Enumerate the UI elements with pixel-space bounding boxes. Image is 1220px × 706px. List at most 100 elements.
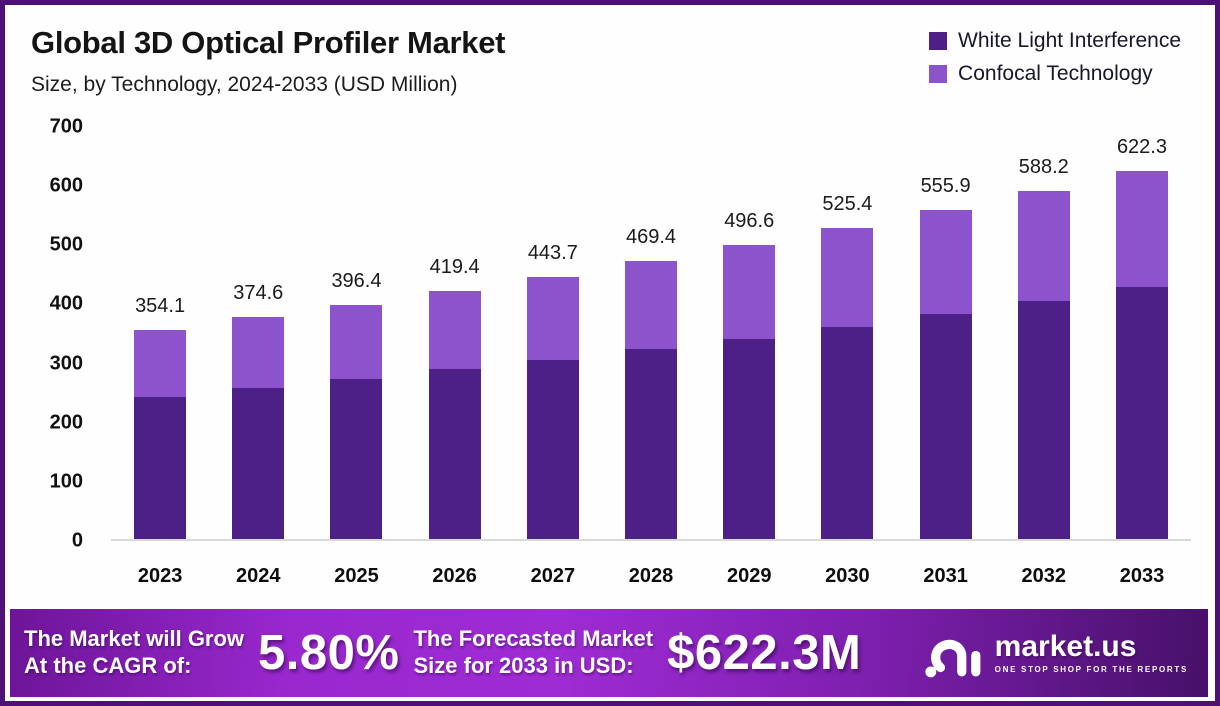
bar-slot-2027: 443.7 <box>504 127 602 539</box>
bar-total-label: 374.6 <box>233 282 284 305</box>
chart-subtitle: Size, by Technology, 2024-2033 (USD Mill… <box>31 73 458 96</box>
forecast-label-line2: Size for 2033 in USD: <box>413 653 634 678</box>
y-tick-label: 200 <box>49 411 83 434</box>
bar-total-label: 419.4 <box>429 255 480 278</box>
segment-white-light-interference <box>723 338 776 539</box>
footer-banner: The Market will Grow At the CAGR of: 5.8… <box>10 609 1208 697</box>
bar-total-label: 588.2 <box>1018 156 1069 179</box>
legend-swatch-white-light-interference <box>929 32 948 50</box>
legend-label: White Light Interference <box>958 29 1181 52</box>
segment-white-light-interference <box>428 369 481 539</box>
segment-confocal-technology <box>330 304 383 379</box>
x-tick-label-2024: 2024 <box>236 565 281 587</box>
market-us-logo-icon <box>925 639 981 678</box>
x-tick-label-2025: 2025 <box>334 565 379 587</box>
forecast-label: The Forecasted Market Size for 2033 in U… <box>413 626 653 680</box>
bar-total-label: 496.6 <box>724 210 775 233</box>
brand-name: market.us <box>994 630 1137 663</box>
bar-2024 <box>232 317 285 539</box>
segment-white-light-interference <box>330 378 383 539</box>
x-tick-label-2033: 2033 <box>1119 565 1165 587</box>
bar-slot-2030: 525.4 <box>798 127 896 539</box>
segment-white-light-interference <box>821 326 874 539</box>
brand-text: market.us ONE STOP SHOP FOR THE REPORTS <box>994 630 1188 675</box>
cagr-label-line1: The Market will Grow <box>24 626 245 652</box>
x-tick-label-2027: 2027 <box>530 565 576 587</box>
segment-confocal-technology <box>625 261 678 350</box>
y-tick-label: 400 <box>49 292 83 315</box>
bar-slot-2028: 469.4 <box>602 127 700 539</box>
x-tick-label-2031: 2031 <box>923 565 968 587</box>
bar-slot-2031: 555.9 <box>897 127 995 539</box>
segment-confocal-technology <box>232 317 285 388</box>
bar-slot-2025: 396.4 <box>307 127 405 539</box>
bar-2033 <box>1115 170 1168 539</box>
bar-total-label: 396.4 <box>331 269 382 292</box>
y-tick-label: 300 <box>49 352 83 375</box>
legend-label: Confocal Technology <box>958 62 1153 85</box>
y-tick-label: 0 <box>71 529 83 552</box>
brand-tagline: ONE STOP SHOP FOR THE REPORTS <box>994 665 1188 674</box>
bar-2025 <box>330 304 383 539</box>
legend-item-confocal-technology: Confocal Technology <box>929 62 1181 86</box>
segment-white-light-interference <box>919 313 972 539</box>
bar-slot-2024: 374.6 <box>209 127 307 539</box>
bar-total-label: 525.4 <box>822 193 873 216</box>
segment-confocal-technology <box>428 290 481 370</box>
bar-total-label: 622.3 <box>1116 135 1167 158</box>
legend-item-white-light-interference: White Light Interference <box>929 29 1181 53</box>
segment-white-light-interference <box>1017 300 1070 539</box>
bar-2030 <box>821 228 874 539</box>
page-title: Global 3D Optical Profiler Market <box>31 25 506 60</box>
bar-slot-2032: 588.2 <box>995 127 1093 539</box>
x-tick-label-2029: 2029 <box>726 565 772 587</box>
x-tick-label-2028: 2028 <box>628 565 674 587</box>
bar-2028 <box>625 261 678 539</box>
bar-2031 <box>919 210 972 539</box>
y-tick-label: 500 <box>49 233 83 256</box>
y-tick-label: 700 <box>49 115 83 138</box>
legend-swatch-confocal-technology <box>929 65 948 83</box>
bar-slot-2023: 354.1 <box>111 127 209 539</box>
segment-confocal-technology <box>526 276 579 360</box>
forecast-label-line1: The Forecasted Market <box>413 626 654 652</box>
chart-header: Global 3D Optical Profiler Market Size, … <box>31 21 1191 97</box>
bar-slot-2029: 496.6 <box>700 127 798 539</box>
market-us-logo: market.us ONE STOP SHOP FOR THE REPORTS <box>925 627 1188 679</box>
bar-2023 <box>134 329 187 539</box>
segment-white-light-interference <box>526 359 579 539</box>
bar-2032 <box>1017 191 1070 539</box>
x-axis: 2023 2024 2025 2026 2027 2028 2029 2030 2031 2032… <box>111 565 1191 588</box>
bar-2027 <box>526 276 579 539</box>
bar-slot-2033: 622.3 <box>1093 127 1191 539</box>
y-tick-label: 100 <box>49 470 83 493</box>
bar-total-label: 555.9 <box>920 175 971 198</box>
x-tick-label-2023: 2023 <box>137 565 183 587</box>
bar-total-label: 443.7 <box>527 241 578 264</box>
segment-white-light-interference <box>625 349 678 539</box>
forecast-value: $622.3M <box>667 626 862 680</box>
segment-white-light-interference <box>134 397 187 539</box>
bar-total-label: 469.4 <box>626 226 677 249</box>
cagr-label: The Market will Grow At the CAGR of: <box>24 626 244 680</box>
chart-card: Global 3D Optical Profiler Market Size, … <box>5 5 1215 609</box>
segment-confocal-technology <box>723 245 776 339</box>
y-axis: 0 100 200 300 400 500 600 700 <box>31 116 83 552</box>
bar-total-label: 354.1 <box>135 294 186 317</box>
x-tick-label-2032: 2032 <box>1021 565 1067 587</box>
title-block: Global 3D Optical Profiler Market Size, … <box>31 21 505 97</box>
x-tick-label-2026: 2026 <box>432 565 477 587</box>
segment-confocal-technology <box>1115 170 1168 288</box>
cagr-value: 5.80% <box>258 626 400 680</box>
segment-confocal-technology <box>821 228 874 327</box>
chart-legend: White Light Interference Confocal Techno… <box>929 29 1191 86</box>
bar-slot-2026: 419.4 <box>406 127 504 539</box>
segment-confocal-technology <box>134 329 187 398</box>
segment-white-light-interference <box>1115 287 1168 539</box>
plot-area: 354.1 374.6 396.4 419.4 443.7 469.4 496.6 525.4… <box>111 127 1191 541</box>
segment-confocal-technology <box>1017 191 1070 301</box>
bar-2026 <box>428 290 481 539</box>
segment-white-light-interference <box>232 387 285 539</box>
stacked-bar-chart: 0 100 200 300 400 500 600 700 354.1 374.6 396.4 41… <box>31 116 1191 601</box>
